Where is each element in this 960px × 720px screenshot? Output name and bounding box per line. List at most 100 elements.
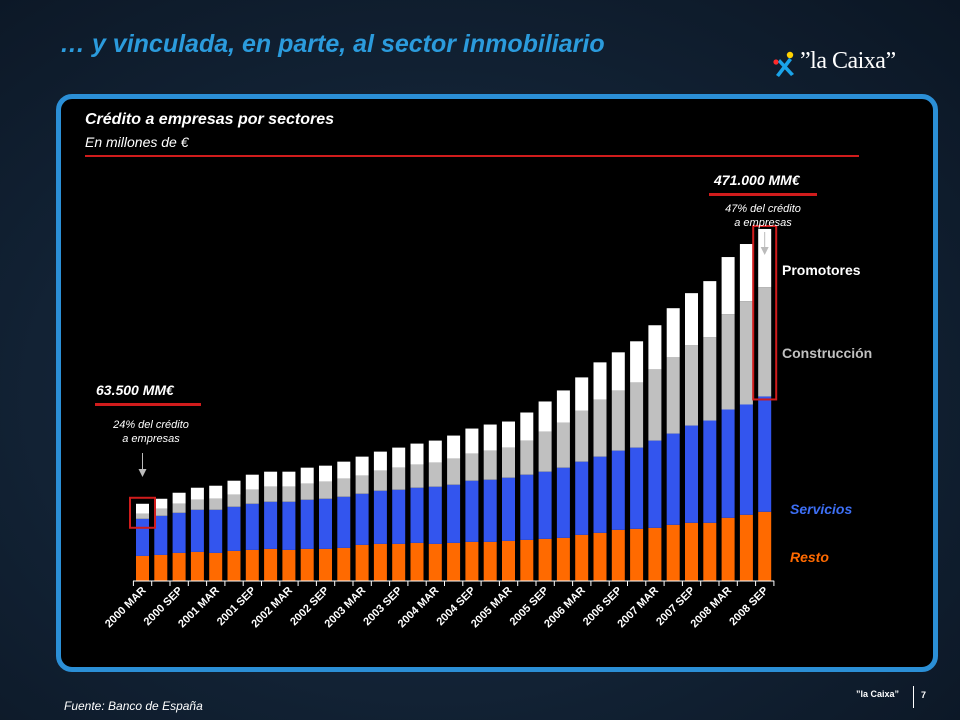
bar-segment-promotores-33: [739, 244, 753, 302]
bar-segment-servicios-34: [758, 396, 772, 512]
bar-segment-resto-22: [538, 538, 552, 581]
bar-segment-servicios-13: [373, 490, 387, 544]
bar-segment-resto-7: [264, 548, 278, 581]
bar-segment-resto-11: [337, 547, 351, 581]
bar-segment-construccion-11: [337, 478, 351, 497]
bar-segment-resto-1: [154, 554, 168, 581]
chart-title: Crédito a empresas por sectores: [85, 111, 334, 128]
bar-segment-servicios-12: [355, 493, 369, 545]
x-tick-label-0: 2000 MAR: [103, 585, 149, 631]
bar-segment-servicios-26: [611, 450, 625, 530]
start-total-label: 63.500 MM€: [96, 382, 174, 398]
bar-segment-resto-26: [611, 529, 625, 581]
bar-segment-promotores-3: [190, 487, 204, 500]
bar-segment-construccion-25: [593, 399, 607, 457]
bar-segment-resto-5: [227, 550, 241, 581]
bar-segment-servicios-9: [300, 499, 314, 549]
bar-segment-construccion-13: [373, 470, 387, 491]
bar-segment-construccion-28: [648, 369, 662, 441]
bar-segment-resto-14: [392, 543, 406, 581]
bar-segment-promotores-2: [172, 492, 186, 504]
footer-separator: [913, 686, 914, 708]
bar-segment-promotores-32: [721, 257, 735, 315]
bar-segment-resto-21: [520, 539, 534, 581]
bar-segment-promotores-7: [264, 471, 278, 487]
bar-segment-resto-6: [245, 549, 259, 581]
bar-segment-promotores-5: [227, 480, 241, 495]
bar-segment-promotores-8: [282, 471, 296, 487]
bar-segment-servicios-16: [428, 486, 442, 544]
slide-title: … y vinculada, en parte, al sector inmob…: [60, 30, 605, 58]
bar-segment-promotores-34: [758, 228, 772, 288]
start-total-underline: [95, 403, 201, 406]
bar-segment-servicios-17: [447, 484, 461, 543]
bar-segment-resto-31: [703, 522, 717, 581]
bar-segment-construccion-16: [428, 462, 442, 487]
bar-segment-resto-17: [447, 542, 461, 581]
bar-segment-servicios-1: [154, 515, 168, 555]
bar-segment-resto-33: [739, 514, 753, 581]
bar-segment-promotores-30: [685, 293, 698, 346]
bar-segment-servicios-19: [483, 479, 497, 542]
bar-segment-promotores-23: [556, 390, 570, 423]
bar-segment-resto-12: [355, 544, 369, 581]
bar-segment-construccion-32: [721, 314, 735, 410]
bar-segment-promotores-28: [648, 325, 662, 370]
bar-segment-resto-23: [556, 537, 570, 581]
title-underline: [85, 155, 859, 157]
chart-subtitle: En millones de €: [85, 134, 189, 150]
bar-segment-servicios-30: [685, 425, 698, 523]
bar-segment-promotores-21: [520, 412, 534, 441]
bar-segment-servicios-33: [739, 404, 753, 515]
bar-segment-resto-3: [190, 551, 204, 581]
start-highlight-box: [129, 496, 156, 529]
bar-segment-servicios-29: [666, 433, 680, 525]
bar-segment-promotores-4: [209, 485, 223, 499]
bar-segment-promotores-25: [593, 362, 607, 400]
bar-segment-servicios-0: [136, 518, 149, 556]
bar-segment-resto-30: [685, 522, 698, 581]
end-share-note: 47% del crédito a empresas: [710, 202, 816, 230]
bar-segment-resto-34: [758, 511, 772, 581]
bar-segment-construccion-22: [538, 431, 552, 472]
end-share-line-1: 47% del crédito: [725, 203, 801, 215]
bar-segment-resto-29: [666, 524, 680, 581]
bar-segment-servicios-32: [721, 409, 735, 518]
end-highlight-box: [752, 224, 778, 401]
star-logo-icon: [773, 51, 794, 77]
end-share-line-2: a empresas: [734, 217, 792, 229]
legend-servicios: Servicios: [790, 501, 853, 517]
bar-segment-construccion-23: [556, 422, 570, 468]
bar-segment-servicios-2: [172, 512, 186, 553]
bar-segment-servicios-23: [556, 467, 570, 538]
start-share-line-1: 24% del crédito: [113, 419, 189, 431]
bar-segment-servicios-25: [593, 456, 607, 533]
bar-segment-servicios-18: [465, 480, 479, 542]
bar-segment-servicios-10: [319, 498, 332, 549]
bar-segment-construccion-1: [154, 508, 168, 516]
bar-segment-promotores-29: [666, 308, 680, 358]
bar-segment-promotores-22: [538, 401, 552, 432]
bar-segment-construccion-9: [300, 483, 314, 500]
bar-segment-servicios-5: [227, 506, 241, 551]
end-total-underline: [709, 193, 817, 196]
end-total-label: 471.000 MM€: [714, 172, 800, 188]
bar-segment-promotores-10: [319, 465, 332, 482]
start-share-line-2: a empresas: [122, 433, 180, 445]
bar-segment-servicios-14: [392, 489, 406, 544]
bar-segment-servicios-6: [245, 503, 259, 550]
page-number: 7: [921, 690, 927, 700]
bar-segment-servicios-24: [575, 461, 589, 535]
legend-promotores: Promotores: [782, 262, 861, 278]
bar-segment-construccion-4: [209, 498, 223, 510]
bar-segment-promotores-19: [483, 424, 497, 451]
bar-segment-construccion-34: [758, 287, 772, 397]
bar-segment-promotores-16: [428, 440, 442, 463]
bar-segment-resto-10: [319, 548, 332, 581]
legend-resto: Resto: [790, 549, 829, 565]
bar-segment-construccion-3: [190, 499, 204, 510]
bar-segment-construccion-2: [172, 503, 186, 513]
bar-segment-resto-4: [209, 552, 223, 581]
bar-segment-servicios-3: [190, 509, 204, 552]
bar-segment-resto-28: [648, 527, 662, 581]
